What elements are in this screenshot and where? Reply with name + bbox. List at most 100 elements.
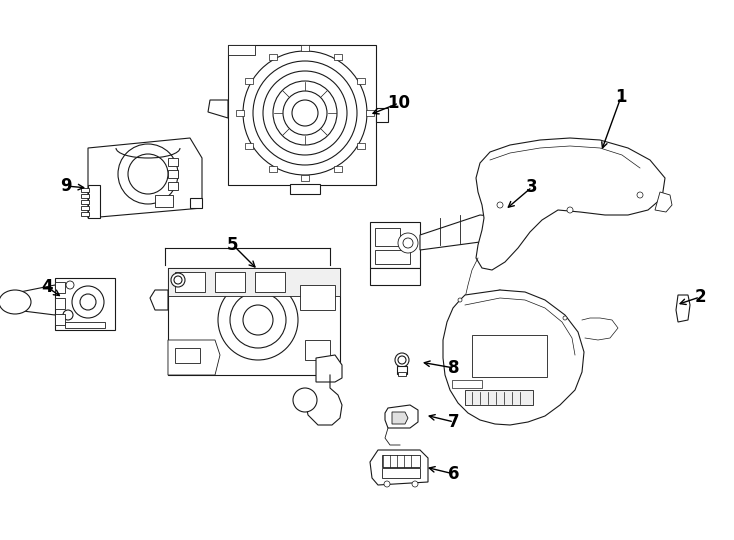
Text: 5: 5 [228, 236, 239, 254]
Polygon shape [208, 100, 228, 118]
Bar [155, 195, 173, 207]
Ellipse shape [567, 207, 573, 213]
Bar [366, 110, 374, 116]
Polygon shape [88, 138, 202, 218]
Ellipse shape [384, 481, 390, 487]
Ellipse shape [293, 388, 317, 412]
Polygon shape [168, 268, 340, 375]
Ellipse shape [218, 280, 298, 360]
Polygon shape [290, 184, 320, 194]
Bar [382, 468, 420, 478]
Bar [81, 200, 89, 204]
Ellipse shape [292, 100, 318, 126]
Bar [236, 110, 244, 116]
Bar [244, 78, 252, 84]
Ellipse shape [230, 292, 286, 348]
Bar [382, 455, 420, 467]
Bar [55, 282, 65, 293]
Bar [81, 206, 89, 210]
Text: 8: 8 [448, 359, 459, 377]
Ellipse shape [63, 310, 73, 320]
Text: 7: 7 [448, 413, 459, 431]
Polygon shape [392, 412, 408, 424]
Ellipse shape [80, 294, 96, 310]
Polygon shape [655, 192, 672, 212]
Bar [168, 268, 340, 296]
Polygon shape [316, 355, 342, 382]
Polygon shape [88, 185, 100, 218]
Polygon shape [168, 340, 220, 375]
Ellipse shape [263, 71, 347, 155]
Polygon shape [420, 215, 515, 250]
Bar [215, 272, 245, 292]
Ellipse shape [174, 276, 182, 284]
Ellipse shape [171, 273, 185, 287]
Text: 10: 10 [388, 94, 410, 112]
Text: 3: 3 [526, 178, 538, 196]
Ellipse shape [398, 356, 406, 364]
Polygon shape [370, 222, 420, 268]
Ellipse shape [253, 61, 357, 165]
Bar [333, 166, 341, 172]
Polygon shape [15, 285, 60, 315]
Ellipse shape [412, 481, 418, 487]
Bar [301, 45, 309, 51]
Ellipse shape [395, 353, 409, 367]
Bar [168, 158, 178, 166]
Bar [55, 314, 65, 325]
Ellipse shape [398, 233, 418, 253]
Polygon shape [476, 138, 665, 270]
Text: 4: 4 [41, 278, 53, 296]
Bar [333, 53, 341, 60]
Ellipse shape [637, 192, 643, 198]
Bar [269, 166, 277, 172]
Ellipse shape [508, 214, 528, 242]
Ellipse shape [283, 91, 327, 135]
Bar [465, 390, 533, 405]
Bar [398, 372, 406, 376]
Text: 9: 9 [60, 177, 72, 195]
Bar [305, 340, 330, 360]
Bar [81, 188, 89, 192]
Ellipse shape [0, 290, 31, 314]
Ellipse shape [458, 298, 462, 302]
Bar [190, 198, 202, 208]
Polygon shape [385, 405, 418, 428]
Polygon shape [150, 290, 168, 310]
Polygon shape [228, 45, 255, 55]
Bar [357, 143, 366, 148]
Ellipse shape [72, 286, 104, 318]
Ellipse shape [128, 154, 168, 194]
Polygon shape [376, 108, 388, 122]
Bar [175, 348, 200, 363]
Ellipse shape [118, 144, 178, 204]
Bar [255, 272, 285, 292]
Ellipse shape [403, 238, 413, 248]
Bar [244, 143, 252, 148]
Bar [452, 380, 482, 388]
Bar [300, 285, 335, 310]
Bar [81, 194, 89, 198]
Bar [175, 272, 205, 292]
Bar [301, 175, 309, 181]
Text: 1: 1 [615, 88, 627, 106]
Ellipse shape [563, 316, 567, 320]
Bar [65, 322, 105, 328]
Polygon shape [370, 268, 420, 285]
Ellipse shape [66, 281, 74, 289]
Bar [397, 366, 407, 374]
Ellipse shape [243, 305, 273, 335]
Polygon shape [676, 295, 690, 322]
Bar [81, 212, 89, 216]
Polygon shape [55, 278, 115, 330]
Bar [269, 53, 277, 60]
Bar [472, 335, 547, 377]
Bar [228, 45, 376, 185]
Polygon shape [465, 290, 510, 310]
Bar [168, 182, 178, 190]
Bar [55, 298, 65, 309]
Bar [375, 228, 400, 246]
Bar [357, 78, 366, 84]
Ellipse shape [243, 51, 367, 175]
Polygon shape [370, 450, 428, 485]
